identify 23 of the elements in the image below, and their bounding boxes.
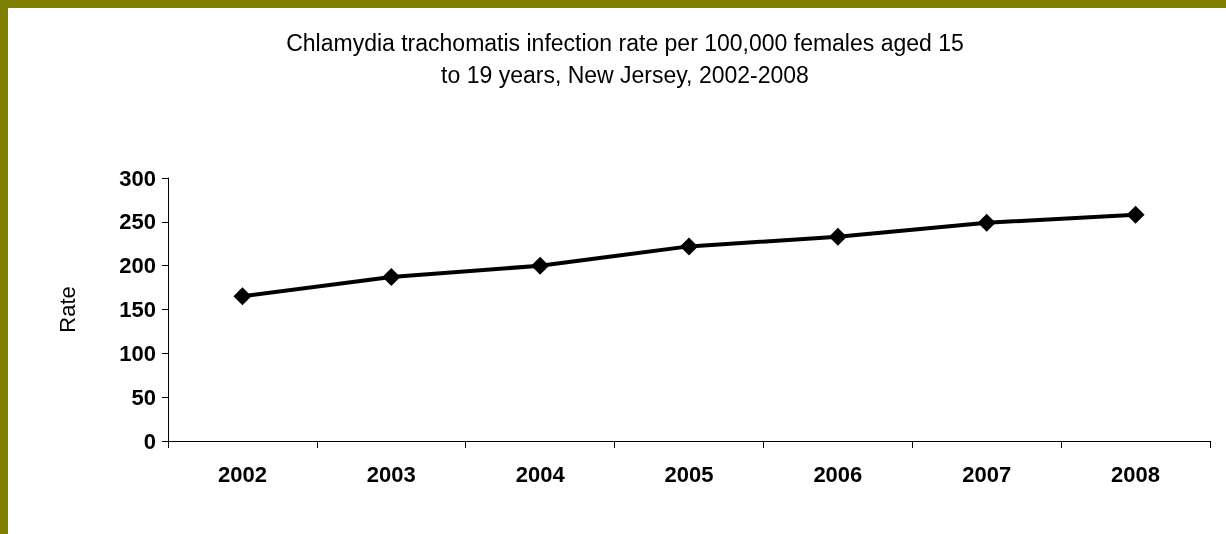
x-tick-label: 2002 — [217, 461, 267, 487]
y-tick-label: 150 — [119, 297, 156, 322]
x-tick-label: 2005 — [664, 461, 714, 487]
y-tick-label: 300 — [119, 165, 156, 191]
y-tick-label: 100 — [119, 340, 156, 366]
y-axis-title: Rate — [54, 286, 80, 333]
y-tick-label: 0 — [143, 428, 156, 454]
y-tick-label: 250 — [119, 209, 156, 235]
point — [531, 256, 550, 275]
point — [1126, 205, 1145, 224]
point — [680, 237, 698, 256]
point — [382, 268, 401, 287]
chart-title: Chlamydia trachomatis infection rate per 100,000 females aged 15 to 19 years, New Jersey, 2002-2008 — [286, 30, 964, 88]
x-tick-label: 2004 — [515, 461, 566, 487]
point — [828, 227, 847, 246]
y-tick-label: 50 — [131, 384, 156, 410]
y-tick-label: 200 — [119, 253, 156, 279]
x-tick-label: 2003 — [366, 461, 416, 487]
x-tick-label: 2006 — [813, 461, 863, 487]
point — [977, 213, 996, 232]
point — [233, 287, 252, 306]
x-tick-label: 2007 — [962, 461, 1012, 487]
x-tick-label: 2008 — [1111, 461, 1161, 487]
